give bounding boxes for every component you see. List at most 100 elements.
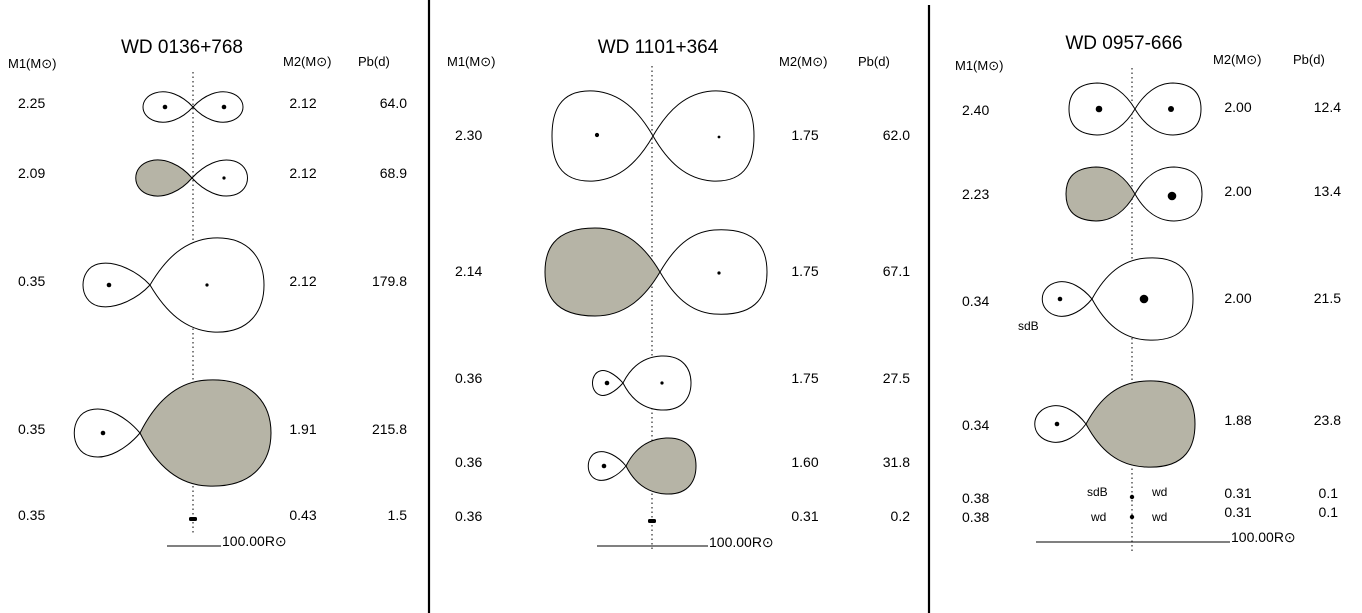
m2-value: 2.00 [1224, 183, 1251, 199]
pb-value: 67.1 [883, 263, 910, 279]
m2-value: 0.31 [1224, 485, 1251, 501]
primary-roche-lobe [1041, 281, 1093, 317]
scale-label: 100.00R⊙ [709, 534, 774, 550]
primary-roche-lobe [73, 408, 141, 458]
panel-wd0957: WD 0957-666 M1(M⊙) M2(M⊙) Pb(d) 2.40 2.0… [955, 33, 1341, 553]
primary-star [604, 380, 610, 386]
pb-header: Pb(d) [1293, 52, 1325, 67]
m1-value: 2.25 [18, 95, 45, 111]
pb-value: 64.0 [380, 95, 407, 111]
m2-value: 1.75 [791, 263, 818, 279]
sdb-component-label: sdB [1087, 485, 1108, 499]
primary-star [106, 282, 112, 288]
primary-star [162, 104, 168, 110]
panel-wd1101: WD 1101+364 M1(M⊙) M2(M⊙) Pb(d) 2.30 1.7… [447, 37, 910, 550]
sdb-wd-binary-marker [1129, 494, 1135, 500]
secondary-star [660, 381, 664, 385]
pb-header: Pb(d) [358, 54, 390, 69]
secondary-roche-lobe-filled [139, 379, 272, 487]
secondary-star [1168, 106, 1174, 112]
primary-roche-lobe [1034, 405, 1087, 443]
m2-value: 1.88 [1224, 412, 1251, 428]
m1-value: 2.30 [455, 127, 482, 143]
m2-value: 2.12 [289, 165, 316, 181]
secondary-roche-lobe [659, 229, 768, 315]
secondary-star [1139, 294, 1149, 304]
m1-value: 0.36 [455, 370, 482, 386]
m1-value: 0.38 [962, 509, 989, 525]
compact-binary-marker [648, 519, 656, 523]
m1-value: 2.14 [455, 263, 482, 279]
m1-value: 0.36 [455, 508, 482, 524]
primary-roche-lobe [142, 91, 194, 123]
panel-title: WD 1101+364 [598, 37, 719, 58]
secondary-roche-lobe [652, 90, 755, 182]
primary-roche-lobe-filled [135, 159, 193, 197]
m2-value: 1.60 [791, 454, 818, 470]
wd-component-label: wd [1090, 510, 1106, 524]
m2-value: 1.91 [289, 421, 316, 437]
pb-value: 27.5 [883, 370, 910, 386]
m2-header: M2(M⊙) [1213, 52, 1261, 67]
pb-value: 23.8 [1314, 412, 1341, 428]
m1-header: M1(M⊙) [447, 54, 495, 69]
primary-star [1095, 105, 1103, 113]
m1-value: 0.35 [18, 507, 45, 523]
secondary-star [205, 283, 209, 287]
m2-value: 2.12 [289, 95, 316, 111]
primary-roche-lobe-filled [1065, 166, 1136, 222]
wd-component-label: wd [1151, 485, 1167, 499]
primary-roche-lobe [551, 90, 654, 182]
m1-value: 0.36 [455, 454, 482, 470]
panel-title: WD 0957-666 [1065, 33, 1182, 54]
panel-title: WD 0136+768 [121, 37, 243, 58]
primary-star [1057, 296, 1063, 302]
primary-star [100, 430, 106, 436]
pb-value: 62.0 [883, 127, 910, 143]
sdb-label: sdB [1018, 319, 1039, 333]
secondary-roche-lobe [622, 355, 692, 411]
m1-value: 0.35 [18, 273, 45, 289]
secondary-star [717, 271, 721, 275]
m2-header: M2(M⊙) [283, 54, 331, 69]
m2-value: 0.43 [289, 507, 316, 523]
m1-value: 0.34 [962, 293, 989, 309]
m1-value: 0.38 [962, 490, 989, 506]
primary-roche-lobe [587, 451, 627, 481]
m2-value: 0.31 [791, 508, 818, 524]
secondary-roche-lobe [191, 159, 248, 197]
m1-header: M1(M⊙) [955, 58, 1003, 73]
m1-value: 0.35 [18, 421, 45, 437]
pb-value: 179.8 [372, 273, 407, 289]
pb-value: 12.4 [1314, 99, 1341, 115]
secondary-star [222, 176, 226, 180]
pb-value: 0.1 [1319, 504, 1339, 520]
m1-header: M1(M⊙) [8, 56, 56, 71]
m2-header: M2(M⊙) [779, 54, 827, 69]
secondary-roche-lobe [192, 91, 244, 123]
m2-value: 2.00 [1224, 290, 1251, 306]
secondary-star [221, 104, 227, 110]
pb-value: 0.2 [891, 508, 911, 524]
pb-value: 31.8 [883, 454, 910, 470]
m1-value: 2.09 [18, 165, 45, 181]
primary-star [1054, 421, 1060, 427]
m2-value: 0.31 [1224, 504, 1251, 520]
m2-value: 2.00 [1224, 99, 1251, 115]
secondary-star [717, 135, 721, 139]
compact-binary-marker [189, 517, 197, 521]
m1-value: 2.23 [962, 186, 989, 202]
pb-value: 21.5 [1314, 290, 1341, 306]
m2-value: 1.75 [791, 370, 818, 386]
primary-star [594, 132, 600, 138]
pb-value: 1.5 [388, 507, 408, 523]
scale-label: 100.00R⊙ [1231, 529, 1296, 545]
primary-roche-lobe [82, 262, 151, 308]
wd-component-label: wd [1151, 510, 1167, 524]
m1-value: 0.34 [962, 417, 989, 433]
panel-wd0136: WD 0136+768 M1(M⊙) M2(M⊙) Pb(d) 2.25 2.1… [8, 37, 407, 549]
m2-value: 1.75 [791, 127, 818, 143]
pb-value: 13.4 [1314, 183, 1341, 199]
pb-value: 68.9 [380, 165, 407, 181]
